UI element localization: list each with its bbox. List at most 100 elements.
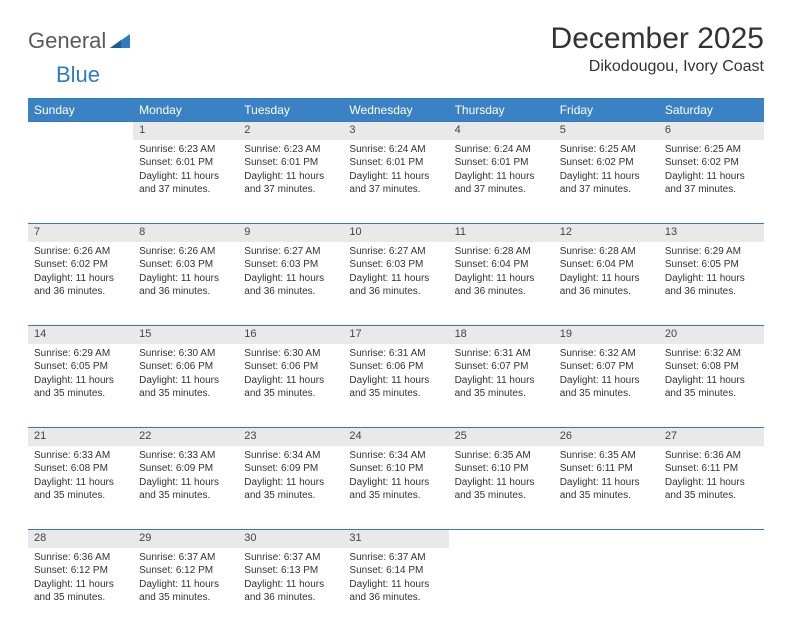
sunset-text: Sunset: 6:10 PM <box>349 462 442 476</box>
daylight-text: Daylight: 11 hours and 35 minutes. <box>139 374 232 401</box>
logo-text-blue: Blue <box>56 62 100 87</box>
content-row: Sunrise: 6:29 AMSunset: 6:05 PMDaylight:… <box>28 344 764 428</box>
day-number-cell: 31 <box>343 530 448 548</box>
day-number-cell: 29 <box>133 530 238 548</box>
sunset-text: Sunset: 6:14 PM <box>349 564 442 578</box>
weekday-wednesday: Wednesday <box>343 99 448 122</box>
day-content-cell: Sunrise: 6:26 AMSunset: 6:03 PMDaylight:… <box>133 242 238 326</box>
daylight-text: Daylight: 11 hours and 35 minutes. <box>349 374 442 401</box>
sunrise-text: Sunrise: 6:24 AM <box>455 143 548 157</box>
sunrise-text: Sunrise: 6:36 AM <box>665 449 758 463</box>
sunset-text: Sunset: 6:01 PM <box>455 156 548 170</box>
calendar-table: Sunday Monday Tuesday Wednesday Thursday… <box>28 99 764 632</box>
day-number-cell: 15 <box>133 326 238 344</box>
day-number-cell: 12 <box>554 224 659 242</box>
day-content-cell: Sunrise: 6:29 AMSunset: 6:05 PMDaylight:… <box>28 344 133 428</box>
sunset-text: Sunset: 6:06 PM <box>349 360 442 374</box>
calendar-page: General December 2025 Dikodougou, Ivory … <box>0 0 792 642</box>
sunset-text: Sunset: 6:02 PM <box>665 156 758 170</box>
daylight-text: Daylight: 11 hours and 35 minutes. <box>455 476 548 503</box>
sunset-text: Sunset: 6:12 PM <box>34 564 127 578</box>
day-number-cell <box>28 122 133 140</box>
day-number-cell <box>449 530 554 548</box>
day-content-cell: Sunrise: 6:32 AMSunset: 6:08 PMDaylight:… <box>659 344 764 428</box>
day-number-cell: 3 <box>343 122 448 140</box>
weekday-tuesday: Tuesday <box>238 99 343 122</box>
sunset-text: Sunset: 6:02 PM <box>34 258 127 272</box>
day-number-cell: 26 <box>554 428 659 446</box>
day-number-cell: 23 <box>238 428 343 446</box>
daylight-text: Daylight: 11 hours and 36 minutes. <box>139 272 232 299</box>
day-content-cell: Sunrise: 6:23 AMSunset: 6:01 PMDaylight:… <box>133 140 238 224</box>
sunset-text: Sunset: 6:09 PM <box>244 462 337 476</box>
day-number-cell: 10 <box>343 224 448 242</box>
daylight-text: Daylight: 11 hours and 37 minutes. <box>560 170 653 197</box>
day-content-cell: Sunrise: 6:31 AMSunset: 6:06 PMDaylight:… <box>343 344 448 428</box>
day-number-cell <box>659 530 764 548</box>
day-content-cell: Sunrise: 6:35 AMSunset: 6:11 PMDaylight:… <box>554 446 659 530</box>
day-content-cell: Sunrise: 6:29 AMSunset: 6:05 PMDaylight:… <box>659 242 764 326</box>
day-content-cell: Sunrise: 6:27 AMSunset: 6:03 PMDaylight:… <box>343 242 448 326</box>
day-content-cell: Sunrise: 6:36 AMSunset: 6:12 PMDaylight:… <box>28 548 133 632</box>
daylight-text: Daylight: 11 hours and 35 minutes. <box>560 476 653 503</box>
sunrise-text: Sunrise: 6:32 AM <box>665 347 758 361</box>
sunset-text: Sunset: 6:03 PM <box>244 258 337 272</box>
day-content-cell: Sunrise: 6:25 AMSunset: 6:02 PMDaylight:… <box>659 140 764 224</box>
daylight-text: Daylight: 11 hours and 37 minutes. <box>139 170 232 197</box>
day-content-cell <box>554 548 659 632</box>
daylight-text: Daylight: 11 hours and 36 minutes. <box>665 272 758 299</box>
daylight-text: Daylight: 11 hours and 35 minutes. <box>34 578 127 605</box>
day-content-cell <box>659 548 764 632</box>
day-content-cell: Sunrise: 6:31 AMSunset: 6:07 PMDaylight:… <box>449 344 554 428</box>
sunrise-text: Sunrise: 6:27 AM <box>244 245 337 259</box>
day-number-cell: 24 <box>343 428 448 446</box>
daylight-text: Daylight: 11 hours and 37 minutes. <box>665 170 758 197</box>
sunrise-text: Sunrise: 6:31 AM <box>349 347 442 361</box>
logo-triangle-icon <box>110 32 130 53</box>
sunrise-text: Sunrise: 6:24 AM <box>349 143 442 157</box>
day-number-cell: 11 <box>449 224 554 242</box>
sunrise-text: Sunrise: 6:25 AM <box>665 143 758 157</box>
content-row: Sunrise: 6:33 AMSunset: 6:08 PMDaylight:… <box>28 446 764 530</box>
sunset-text: Sunset: 6:01 PM <box>244 156 337 170</box>
day-number-cell: 27 <box>659 428 764 446</box>
day-content-cell: Sunrise: 6:30 AMSunset: 6:06 PMDaylight:… <box>238 344 343 428</box>
day-content-cell: Sunrise: 6:36 AMSunset: 6:11 PMDaylight:… <box>659 446 764 530</box>
daylight-text: Daylight: 11 hours and 36 minutes. <box>455 272 548 299</box>
daylight-text: Daylight: 11 hours and 35 minutes. <box>455 374 548 401</box>
day-content-cell: Sunrise: 6:33 AMSunset: 6:08 PMDaylight:… <box>28 446 133 530</box>
title-block: December 2025 Dikodougou, Ivory Coast <box>551 22 764 76</box>
logo-text-general: General <box>28 28 106 54</box>
sunset-text: Sunset: 6:04 PM <box>560 258 653 272</box>
daylight-text: Daylight: 11 hours and 36 minutes. <box>244 578 337 605</box>
daylight-text: Daylight: 11 hours and 35 minutes. <box>560 374 653 401</box>
sunrise-text: Sunrise: 6:31 AM <box>455 347 548 361</box>
sunrise-text: Sunrise: 6:37 AM <box>139 551 232 565</box>
daylight-text: Daylight: 11 hours and 35 minutes. <box>139 476 232 503</box>
day-number-cell: 8 <box>133 224 238 242</box>
day-content-cell: Sunrise: 6:34 AMSunset: 6:10 PMDaylight:… <box>343 446 448 530</box>
daylight-text: Daylight: 11 hours and 36 minutes. <box>34 272 127 299</box>
day-number-cell: 28 <box>28 530 133 548</box>
sunrise-text: Sunrise: 6:27 AM <box>349 245 442 259</box>
day-number-cell: 21 <box>28 428 133 446</box>
day-number-cell: 5 <box>554 122 659 140</box>
day-content-cell: Sunrise: 6:35 AMSunset: 6:10 PMDaylight:… <box>449 446 554 530</box>
sunrise-text: Sunrise: 6:28 AM <box>455 245 548 259</box>
sunset-text: Sunset: 6:06 PM <box>139 360 232 374</box>
sunrise-text: Sunrise: 6:29 AM <box>665 245 758 259</box>
sunset-text: Sunset: 6:03 PM <box>139 258 232 272</box>
daylight-text: Daylight: 11 hours and 36 minutes. <box>244 272 337 299</box>
day-number-cell: 22 <box>133 428 238 446</box>
daynum-row: 21222324252627 <box>28 428 764 446</box>
day-number-cell: 17 <box>343 326 448 344</box>
sunset-text: Sunset: 6:08 PM <box>665 360 758 374</box>
day-number-cell: 20 <box>659 326 764 344</box>
daylight-text: Daylight: 11 hours and 35 minutes. <box>244 476 337 503</box>
sunrise-text: Sunrise: 6:25 AM <box>560 143 653 157</box>
day-number-cell: 25 <box>449 428 554 446</box>
daynum-row: 14151617181920 <box>28 326 764 344</box>
day-number-cell: 9 <box>238 224 343 242</box>
day-number-cell: 6 <box>659 122 764 140</box>
sunrise-text: Sunrise: 6:37 AM <box>349 551 442 565</box>
